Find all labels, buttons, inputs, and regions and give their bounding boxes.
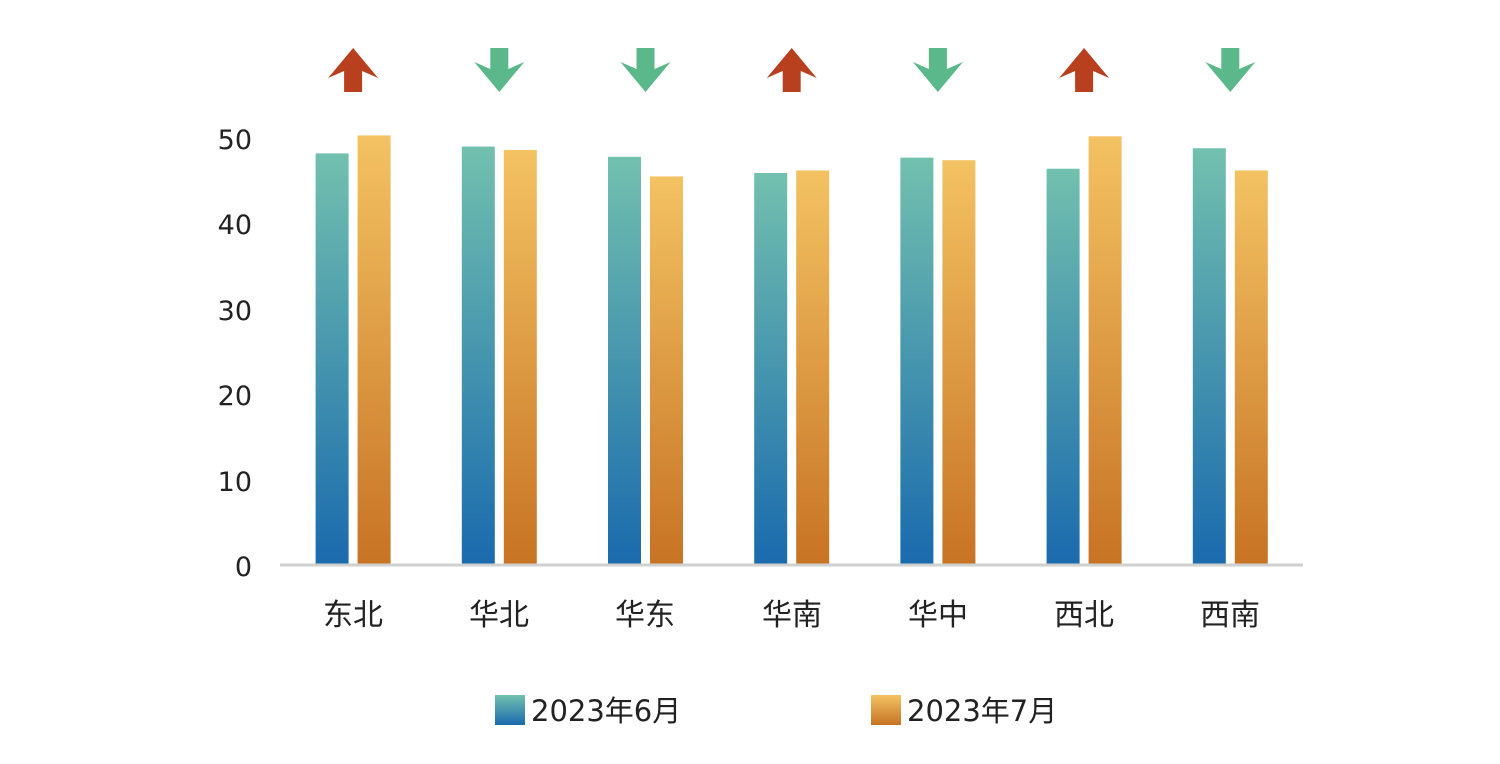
y-tick-label: 50 [218,125,252,156]
x-category-label: 西北 [1054,598,1114,633]
y-tick-label: 40 [218,210,252,241]
x-category-label: 东北 [323,598,383,633]
x-category-label: 华北 [469,598,529,633]
legend: 2023年6月 2023年7月 [495,694,1057,728]
arrow-down-icon [1205,48,1256,92]
x-category-label: 西南 [1200,598,1260,633]
arrow-up-icon [1059,48,1110,92]
y-tick-label: 20 [218,381,252,412]
y-tick-label: 10 [218,467,252,498]
bar-july [503,149,537,565]
bar-june [900,157,934,565]
legend-swatch-july [871,695,901,725]
legend-label-june: 2023年6月 [531,694,681,728]
arrow-down-icon [912,48,963,92]
bar-july [650,176,683,565]
arrow-down-icon [474,48,525,92]
bars-group [315,135,1268,566]
x-category-label: 华东 [615,598,675,633]
legend-label-july: 2023年7月 [907,694,1057,728]
bar-july [942,160,976,566]
bar-june [1046,168,1080,565]
bar-june [461,146,495,566]
y-axis-ticks: 0 10 20 30 40 50 [218,125,252,583]
trend-arrows-group [328,48,1256,92]
arrow-down-icon [620,48,671,92]
bar-june [754,173,788,565]
bar-july [1234,170,1268,565]
bar-july [796,170,830,565]
x-category-label: 华中 [908,598,968,633]
y-tick-label: 0 [235,552,252,583]
x-category-label: 华南 [762,598,822,633]
arrow-up-icon [766,48,817,92]
x-axis-categories: 东北 华北 华东 华南 华中 西北 西南 [323,598,1260,633]
bar-july [1088,136,1122,566]
arrow-up-icon [328,48,379,92]
y-tick-label: 30 [218,296,252,327]
bar-june [608,156,641,565]
bar-june [1192,148,1226,566]
bar-june [315,153,349,565]
bar-july [357,135,391,566]
legend-swatch-june [495,695,525,725]
